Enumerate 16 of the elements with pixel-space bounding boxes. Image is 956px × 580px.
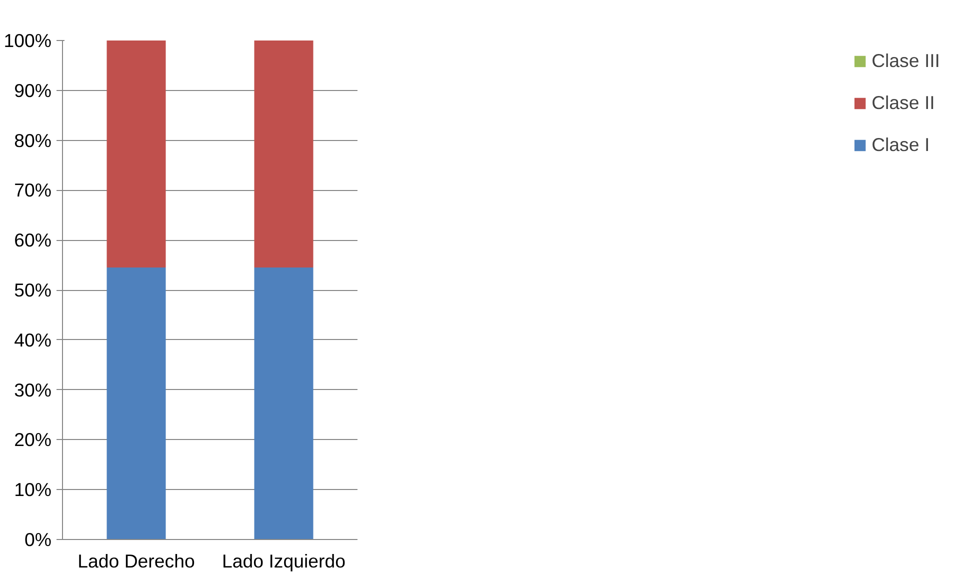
x-tick-label: Lado Derecho: [78, 550, 195, 572]
y-tick-label: 50%: [14, 280, 52, 300]
y-tick-label: 30%: [14, 379, 52, 400]
x-tick-label: Lado Izquierdo: [222, 550, 346, 572]
y-tick-label: 20%: [14, 429, 52, 450]
y-tick-label: 40%: [14, 329, 52, 350]
y-tick-label: 100%: [4, 30, 52, 51]
legend-label: Clase I: [872, 134, 930, 156]
y-tick-label: 0%: [24, 529, 52, 550]
y-tick-label: 70%: [14, 180, 52, 201]
legend-label: Clase III: [872, 50, 940, 72]
legend-label: Clase II: [872, 92, 935, 114]
y-tick-label: 10%: [14, 479, 52, 500]
y-tick-label: 80%: [14, 130, 52, 151]
y-tick-label: 90%: [14, 80, 52, 101]
y-tick-label: 60%: [14, 230, 52, 251]
